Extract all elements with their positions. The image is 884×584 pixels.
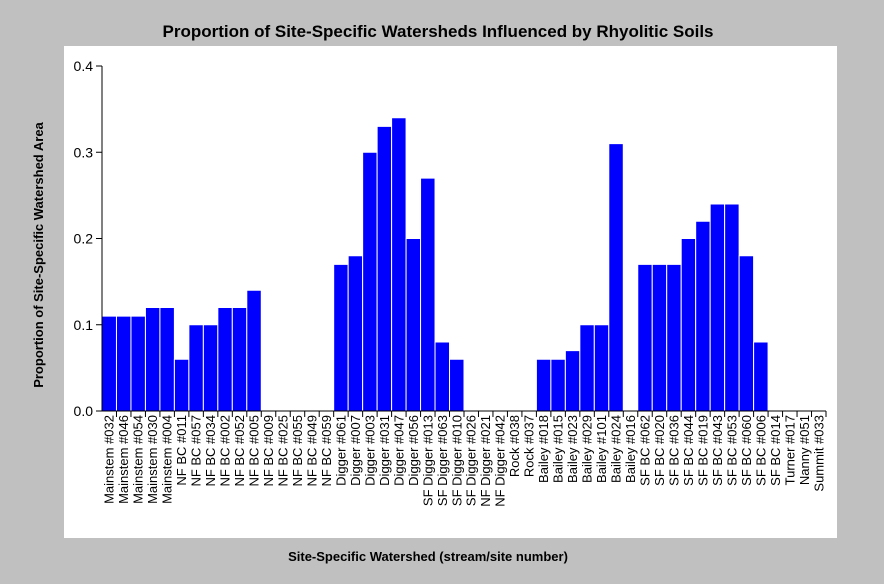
x-tick-label-39: SF BC #020 <box>652 415 667 486</box>
x-tick-label-13: NF BC #025 <box>276 415 291 487</box>
bar-38 <box>637 263 653 412</box>
x-tick-label-8: NF BC #034 <box>203 415 218 487</box>
x-tick-label-49: Nanny #051 <box>797 415 812 485</box>
x-tick-label-14: NF BC #055 <box>290 415 305 487</box>
x-tick-label-28: NF Digger #042 <box>493 415 508 507</box>
y-tick-label-3: 0.3 <box>74 144 94 160</box>
bar-35 <box>593 324 610 412</box>
x-axis-label: Site-Specific Watershed (stream/site num… <box>288 549 568 564</box>
x-tick-label-46: SF BC #006 <box>753 415 768 486</box>
x-tick-label-20: Digger #031 <box>377 415 392 486</box>
bar-34 <box>579 324 595 412</box>
bar-7 <box>188 324 204 412</box>
x-tick-label-9: NF BC #002 <box>218 415 233 487</box>
x-tick-label-11: NF BC #005 <box>247 415 262 487</box>
x-tick-label-38: SF BC #062 <box>638 415 653 486</box>
x-tick-label-2: Mainstem #046 <box>116 415 131 504</box>
x-tick-label-21: Digger #047 <box>391 415 406 486</box>
bar-46 <box>753 341 769 412</box>
x-tick-label-44: SF BC #053 <box>724 415 739 486</box>
bar-40 <box>666 263 682 412</box>
x-tick-label-7: NF BC #057 <box>189 415 204 487</box>
bar-5 <box>159 307 175 412</box>
x-tick-label-33: Bailey #023 <box>565 415 580 483</box>
x-tick-label-24: SF Digger #063 <box>435 415 450 506</box>
x-tick-label-31: Bailey #018 <box>536 415 551 483</box>
x-tick-label-40: SF BC #036 <box>666 415 681 486</box>
bar-31 <box>535 358 552 412</box>
bar-39 <box>651 263 668 412</box>
x-tick-label-43: SF BC #043 <box>710 415 725 486</box>
x-tick-label-23: SF Digger #013 <box>420 415 435 506</box>
bar-9 <box>217 307 233 412</box>
x-tick-label-19: Digger #003 <box>362 415 377 486</box>
x-tick-label-17: Digger #061 <box>333 415 348 486</box>
x-tick-label-36: Bailey #024 <box>609 415 624 483</box>
bar-41 <box>680 238 697 412</box>
bar-21 <box>391 117 407 412</box>
x-tick-label-16: NF BC #059 <box>319 415 334 487</box>
bar-23 <box>420 177 436 412</box>
x-tick-label-1: Mainstem #032 <box>102 415 117 504</box>
bar-42 <box>695 220 711 412</box>
bar-36 <box>608 143 624 412</box>
y-tick-label-1: 0.1 <box>74 317 94 333</box>
bar-3 <box>130 315 146 412</box>
x-tick-label-50: Summit #033 <box>811 415 826 492</box>
x-tick-label-37: Bailey #016 <box>623 415 638 483</box>
bar-24 <box>434 341 451 412</box>
bar-8 <box>202 324 219 412</box>
x-tick-label-4: Mainstem #030 <box>145 415 160 504</box>
y-axis-label: Proportion of Site-Specific Watershed Ar… <box>31 121 46 387</box>
y-ticks-group: 0.0 0.1 0.2 0.3 0.4 <box>74 58 102 419</box>
x-tick-label-42: SF BC #019 <box>695 415 710 486</box>
x-tick-label-32: Bailey #015 <box>551 415 566 483</box>
bar-17 <box>333 263 349 412</box>
x-tick-label-15: NF BC #049 <box>304 415 319 487</box>
x-tick-label-27: NF Digger #021 <box>478 415 493 507</box>
chart-title: Proportion of Site-Specific Watersheds I… <box>162 22 713 41</box>
x-tick-label-18: Digger #007 <box>348 415 363 486</box>
x-tick-label-29: Rock #038 <box>507 415 522 477</box>
x-tick-label-6: NF BC #011 <box>174 415 189 486</box>
bar-32 <box>550 358 566 412</box>
y-tick-label-2: 0.2 <box>74 231 94 247</box>
x-tick-label-25: SF Digger #010 <box>449 415 464 506</box>
bar-43 <box>709 203 726 412</box>
x-tick-label-48: Turner #017 <box>782 415 797 485</box>
bar-18 <box>347 255 364 412</box>
x-tick-label-22: Digger #056 <box>406 415 421 486</box>
bar-4 <box>144 307 161 412</box>
bar-10 <box>231 307 248 412</box>
x-tick-label-26: SF Digger #026 <box>464 415 479 506</box>
bar-33 <box>564 350 581 412</box>
y-tick-label-0: 0.0 <box>74 403 94 419</box>
bar-1 <box>101 315 117 412</box>
x-tick-label-34: Bailey #029 <box>580 415 595 483</box>
x-tick-label-5: Mainstem #004 <box>160 415 175 504</box>
bar-25 <box>449 358 465 412</box>
y-tick-label-4: 0.4 <box>74 58 94 74</box>
x-tick-label-45: SF BC #060 <box>739 415 754 486</box>
bar-22 <box>405 238 422 412</box>
bar-45 <box>738 255 755 412</box>
bar-11 <box>246 289 262 412</box>
bar-20 <box>376 125 393 412</box>
x-ticks-group: Mainstem #032 Mainstem #046 Mainstem #054 M… <box>102 411 827 507</box>
x-tick-label-35: Bailey #101 <box>594 415 609 483</box>
x-tick-label-10: NF BC #052 <box>232 415 247 487</box>
bars-group <box>101 117 769 412</box>
bar-2 <box>115 315 132 412</box>
bar-44 <box>724 203 740 412</box>
bar-19 <box>362 151 378 412</box>
x-tick-label-3: Mainstem #054 <box>131 415 146 504</box>
bar-6 <box>173 358 190 412</box>
x-tick-label-47: SF BC #014 <box>768 415 783 486</box>
x-tick-label-30: Rock #037 <box>522 415 537 477</box>
x-tick-label-41: SF BC #044 <box>681 415 696 486</box>
x-tick-label-12: NF BC #009 <box>261 415 276 487</box>
